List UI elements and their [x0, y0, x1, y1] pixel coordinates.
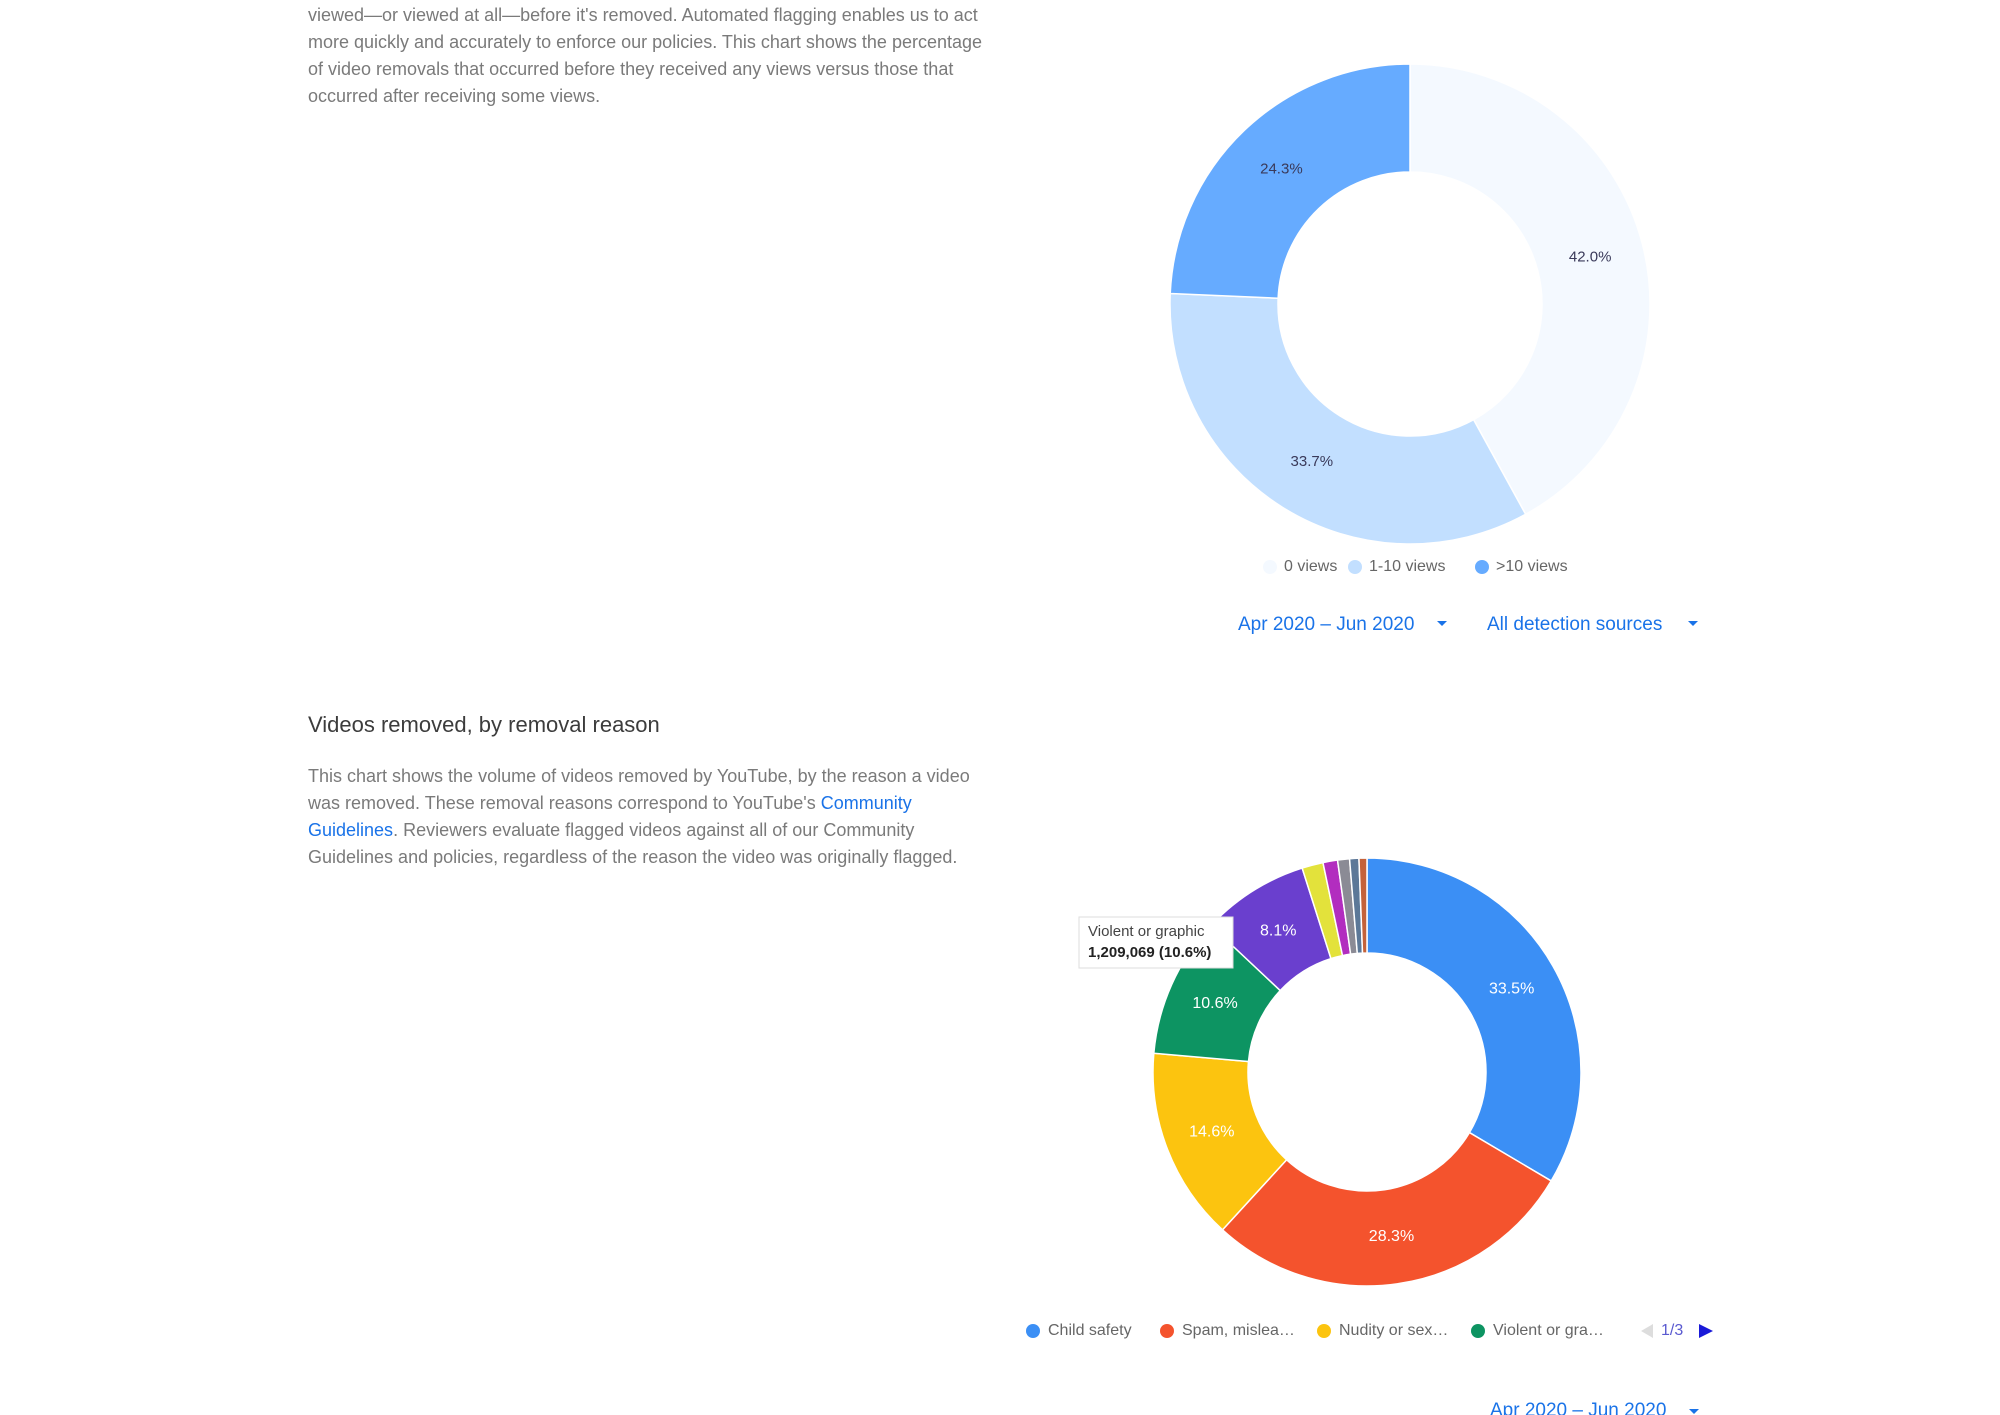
legend-dot: [1026, 1324, 1040, 1338]
period-dropdown[interactable]: Apr 2020 – Jun 2020: [1490, 1400, 1666, 1415]
legend-label: Spam, mislea…: [1182, 1322, 1295, 1339]
legend-dot: [1475, 560, 1489, 574]
slice-label: 10.6%: [1192, 995, 1237, 1012]
legend-dot: [1263, 560, 1277, 574]
legend-next[interactable]: [1699, 1324, 1713, 1338]
legend-page: 1/3: [1661, 1322, 1683, 1339]
tooltip-value: 1,209,069 (10.6%): [1088, 944, 1211, 961]
legend-label: 1-10 views: [1369, 558, 1445, 575]
donut-slice: [1366, 857, 1582, 1182]
donut-slice: [1409, 63, 1651, 516]
legend-label: >10 views: [1496, 558, 1568, 575]
slice-label: 14.6%: [1189, 1124, 1234, 1141]
tooltip-box: [1078, 916, 1234, 969]
section-paragraph: This chart shows the volume of videos re…: [308, 763, 988, 871]
donut-slice: [1169, 63, 1411, 299]
intro-paragraph: viewed—or viewed at all—before it's remo…: [308, 5, 983, 106]
donut-slice: [1221, 1131, 1553, 1287]
donut-slice: [1358, 857, 1368, 954]
slice-label: 28.3%: [1369, 1228, 1414, 1245]
donut-chart-views: 42.0% 33.7% 24.3% 0 views 1-10 views >10 view…: [1169, 63, 1651, 575]
tooltip-title: Violent or graphic: [1088, 923, 1205, 940]
donut-slice: [1169, 292, 1527, 545]
legend-label: 0 views: [1284, 558, 1337, 575]
source-dropdown[interactable]: All detection sources: [1487, 614, 1662, 635]
legend-dot: [1317, 1324, 1331, 1338]
slice-label: 8.1%: [1260, 922, 1296, 939]
slice-label: 42.0%: [1569, 249, 1612, 266]
section-title: Videos removed, by removal reason: [308, 712, 660, 737]
donut-chart-reasons: 33.5% 28.3% 14.6% 10.6% 8.1% Child safety Spam…: [1026, 857, 1713, 1339]
legend-label: Child safety: [1048, 1322, 1132, 1339]
paragraph-text: . Reviewers evaluate flagged videos agai…: [308, 820, 958, 867]
legend-dot: [1471, 1324, 1485, 1338]
dropdown-arrow[interactable]: [1437, 621, 1447, 626]
legend-label: Nudity or sex…: [1339, 1322, 1448, 1339]
slice-label: 33.7%: [1291, 453, 1334, 470]
paragraph-text: This chart shows the volume of videos re…: [308, 766, 970, 813]
period-dropdown[interactable]: Apr 2020 – Jun 2020: [1238, 614, 1414, 635]
dropdown-arrow[interactable]: [1688, 621, 1698, 626]
dropdown-arrow[interactable]: [1689, 1409, 1699, 1414]
legend-label: Violent or gra…: [1493, 1322, 1604, 1339]
guidelines-link[interactable]: Community Guidelines: [308, 793, 912, 840]
legend-dot: [1160, 1324, 1174, 1338]
slice-label: 33.5%: [1489, 981, 1534, 998]
legend-prev: [1641, 1324, 1653, 1338]
legend-dot: [1348, 560, 1362, 574]
slice-label: 24.3%: [1260, 161, 1303, 178]
